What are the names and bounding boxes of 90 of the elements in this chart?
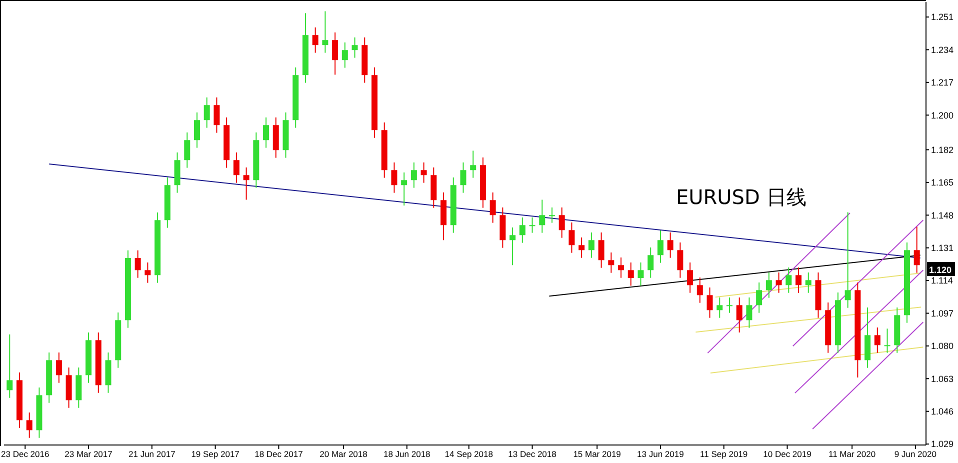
candlestick [342,42,348,68]
candlestick [598,232,604,268]
candlestick [312,26,318,54]
candlestick [410,162,417,188]
x-tick-label: 10 Dec 2019 [763,449,812,460]
x-tick-label: 11 Sep 2019 [700,449,748,460]
y-tick-label: 1.046 [931,406,954,417]
x-tick-label: 14 Sep 2018 [444,449,494,460]
candlestick [677,242,684,278]
candlestick [194,112,200,148]
candlestick [608,252,614,274]
candlestick [243,166,250,200]
candlestick [657,230,664,264]
x-tick-label: 19 Sep 2017 [191,449,240,460]
x-tick-label: 18 Jun 2018 [383,449,431,460]
candlestick [558,206,565,238]
x-tick-label: 13 Jun 2019 [637,449,684,460]
x-tick-label: 20 Mar 2018 [320,449,368,460]
candlestick [332,32,338,76]
y-tick-label: 1.234 [931,44,954,55]
candlestick [233,152,240,184]
candlestick [874,326,880,354]
x-tick-label: 23 Dec 2016 [1,449,50,460]
candlestick [648,246,654,278]
candlestick [401,172,408,206]
y-tick-label: 1.251 [931,12,954,22]
candlestick [628,262,634,286]
y-tick-label: 1.148 [931,210,954,220]
candlestick [548,206,555,224]
candlestick [352,36,358,58]
candlestick [696,276,703,304]
candlestick [746,296,752,328]
y-tick-label: 1.182 [931,144,954,155]
candlestick [805,272,812,294]
candlestick [776,272,782,294]
y-tick-label: 1.200 [931,110,954,120]
y-tick-label: 1.131 [931,243,954,254]
candlestick [726,296,732,314]
candlestick [529,216,536,234]
candlestick [510,226,516,266]
candlestick [884,328,890,354]
x-tick-label: 21 Jun 2017 [128,449,176,460]
candlestick [56,352,62,384]
candlestick [322,10,328,54]
candlestick [470,150,476,178]
candlestick [214,96,220,134]
y-tick-label: 1.114 [931,276,953,286]
x-tick-label: 23 Mar 2017 [64,449,113,460]
candlestick [6,334,13,398]
candlestick [134,250,141,278]
candlestick [460,162,466,194]
candlestick [539,199,546,234]
candlestick [914,226,920,274]
y-tick-label: 1.063 [931,374,954,384]
candlestick [204,96,210,128]
x-tick-label: 15 Mar 2019 [573,449,622,460]
candlestick [766,272,772,298]
y-tick-label: 1.217 [931,78,954,88]
text: EURUSD 日线 [676,184,806,211]
candlestick [519,216,526,244]
candlestick [588,232,594,258]
candlestick [578,236,585,258]
candlestick [618,256,624,278]
x-tick-label: 11 Mar 2020 [828,449,876,460]
annotation: 1.120 [929,264,952,275]
candlestick [844,212,851,308]
y-tick-label: 1.165 [931,178,954,188]
y-tick-label: 1.029 [931,439,954,450]
candlestick [706,286,713,318]
candlestick [667,232,674,258]
candlestick [420,162,427,184]
x-tick-label: 18 Dec 2017 [254,449,304,460]
candlestick [184,132,190,168]
candlestick [796,266,802,294]
candlestick [638,262,644,286]
candlestick [786,266,792,294]
candlestick [568,222,575,254]
y-tick-label: 1.097 [931,308,954,318]
x-tick-label: 9 Jun 2020 [894,449,937,460]
candlestick [391,162,398,194]
candlestick [26,412,32,438]
candlestick [144,262,151,284]
candlestick [263,116,270,148]
candlestick [716,296,723,318]
candlestick [756,282,762,314]
candlestick [736,296,742,333]
y-tick-label: 1.080 [931,341,954,352]
candlestick [687,262,694,294]
x-tick-label: 13 Dec 2018 [508,449,557,460]
candlestick [490,192,496,224]
